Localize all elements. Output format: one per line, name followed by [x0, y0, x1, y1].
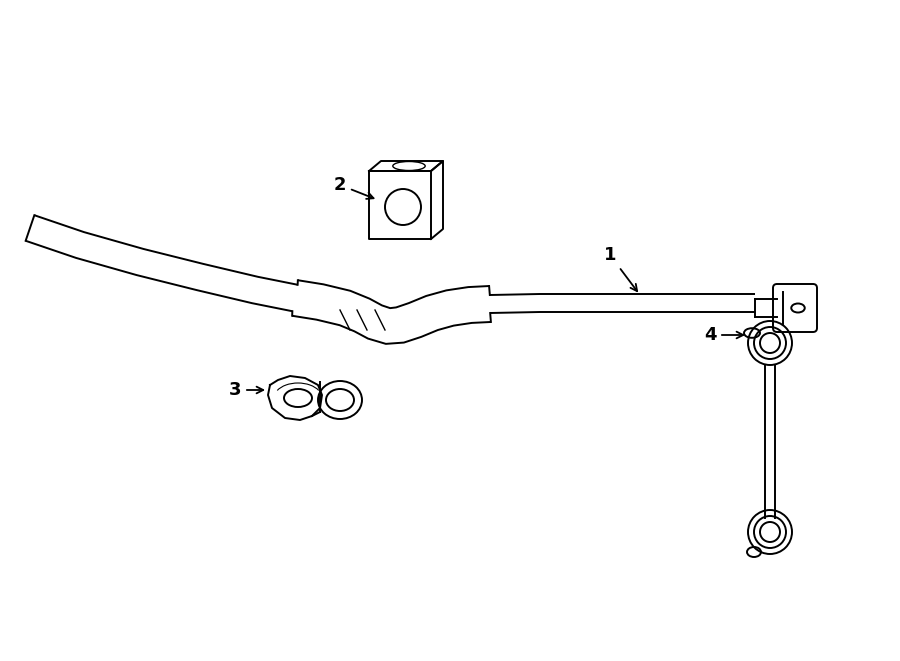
- Text: 3: 3: [229, 381, 263, 399]
- Text: 2: 2: [334, 176, 373, 199]
- Text: 1: 1: [604, 246, 637, 291]
- Text: 4: 4: [704, 326, 743, 344]
